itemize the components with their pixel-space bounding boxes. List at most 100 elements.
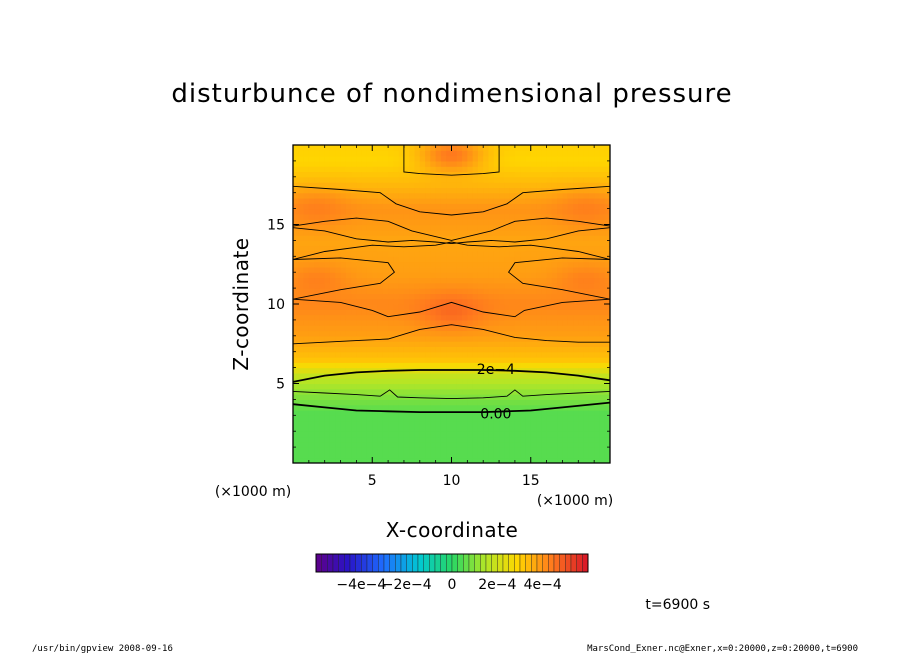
heatmap-cell xyxy=(567,198,574,204)
heatmap-cell xyxy=(356,176,363,183)
heatmap-cell xyxy=(425,145,431,151)
heatmap-cell xyxy=(409,425,416,432)
heatmap-cell xyxy=(393,346,400,353)
heatmap-cell xyxy=(345,372,352,379)
heatmap-cell xyxy=(303,441,310,448)
heatmap-cell xyxy=(440,224,447,231)
heatmap-cell xyxy=(298,452,305,459)
heatmap-cell xyxy=(440,304,447,310)
heatmap-cell xyxy=(504,362,511,369)
heatmap-cell xyxy=(525,383,532,390)
heatmap-cell xyxy=(303,457,310,463)
heatmap-cell xyxy=(430,235,437,241)
heatmap-cell xyxy=(446,261,453,268)
heatmap-cell xyxy=(435,293,442,300)
heatmap-cell xyxy=(499,319,505,326)
heatmap-cell xyxy=(398,150,405,157)
heatmap-cell xyxy=(366,420,373,427)
heatmap-cell xyxy=(440,351,447,358)
heatmap-cell xyxy=(456,288,463,294)
heatmap-cell xyxy=(329,436,336,443)
heatmap-cell xyxy=(541,235,548,241)
heatmap-cell xyxy=(536,410,542,416)
heatmap-cell xyxy=(398,187,405,194)
heatmap-cell xyxy=(567,235,574,241)
heatmap-cell xyxy=(351,335,357,342)
heatmap-cell xyxy=(567,187,574,194)
heatmap-cell xyxy=(382,272,389,279)
heatmap-cell xyxy=(551,266,558,273)
heatmap-cell xyxy=(551,314,558,321)
heatmap-cell xyxy=(419,261,426,268)
heatmap-cell xyxy=(425,240,431,247)
heatmap-cell xyxy=(493,272,500,279)
heatmap-cell xyxy=(451,145,458,151)
x-axis-ticks: 5 10 15 xyxy=(308,145,595,489)
heatmap-cell xyxy=(456,282,463,289)
heatmap-cell xyxy=(414,256,421,263)
heatmap-cell xyxy=(462,176,468,183)
heatmap-cell xyxy=(578,288,585,294)
heatmap-cell xyxy=(314,166,321,173)
heatmap-cell xyxy=(573,224,579,231)
heatmap-cell xyxy=(361,447,368,453)
heatmap-cell xyxy=(546,277,553,284)
heatmap-cell xyxy=(303,394,310,400)
heatmap-cell xyxy=(488,314,495,321)
heatmap-cell xyxy=(403,362,410,369)
heatmap-cell xyxy=(430,277,437,284)
heatmap-cell xyxy=(366,150,373,157)
heatmap-cell xyxy=(499,251,505,257)
heatmap-cell xyxy=(599,266,606,273)
heatmap-cell xyxy=(409,166,416,173)
heatmap-cell xyxy=(340,192,347,199)
heatmap-cell xyxy=(419,282,426,289)
heatmap-cell xyxy=(377,150,384,157)
heatmap-cell xyxy=(525,176,532,183)
heatmap-cell xyxy=(583,309,590,316)
heatmap-cell xyxy=(588,298,595,305)
heatmap-cell xyxy=(578,304,585,310)
heatmap-cell xyxy=(483,219,490,226)
heatmap-cell xyxy=(361,330,368,337)
heatmap-cell xyxy=(382,346,389,353)
heatmap-cell xyxy=(403,335,410,342)
heatmap-cell xyxy=(319,357,326,363)
heatmap-cell xyxy=(356,261,363,268)
heatmap-cell xyxy=(382,229,389,236)
heatmap-cell xyxy=(345,441,352,448)
colorbar-segment xyxy=(519,553,526,573)
heatmap-cell xyxy=(351,266,357,273)
heatmap-cell xyxy=(440,192,447,199)
heatmap-cell xyxy=(551,150,558,157)
heatmap-cell xyxy=(599,298,606,305)
heatmap-cell xyxy=(314,235,321,241)
heatmap-cell xyxy=(398,182,405,188)
heatmap-cell xyxy=(467,150,474,157)
heatmap-cell xyxy=(567,330,574,337)
heatmap-cell xyxy=(340,325,347,332)
heatmap-cell xyxy=(414,325,421,332)
heatmap-cell xyxy=(319,224,326,231)
heatmap-cell xyxy=(467,198,474,204)
heatmap-cell xyxy=(314,452,321,459)
heatmap-cell xyxy=(557,441,564,448)
heatmap-cell xyxy=(546,447,553,453)
heatmap-cell xyxy=(393,182,400,188)
heatmap-cell xyxy=(440,362,447,369)
heatmap-cell xyxy=(335,441,342,448)
colorbar-segment xyxy=(485,553,492,573)
heatmap-cell xyxy=(604,383,610,390)
heatmap-cell xyxy=(409,277,416,284)
heatmap-cell xyxy=(509,420,516,427)
heatmap-cell xyxy=(583,404,590,411)
heatmap-cell xyxy=(493,293,500,300)
heatmap-cell xyxy=(425,245,431,252)
heatmap-cell xyxy=(488,229,495,236)
heatmap-cell xyxy=(499,357,505,363)
heatmap-cell xyxy=(361,245,368,252)
colorbar-segment xyxy=(429,553,436,573)
heatmap-cell xyxy=(562,192,569,199)
heatmap-cell xyxy=(314,410,321,416)
heatmap-cell xyxy=(514,441,521,448)
